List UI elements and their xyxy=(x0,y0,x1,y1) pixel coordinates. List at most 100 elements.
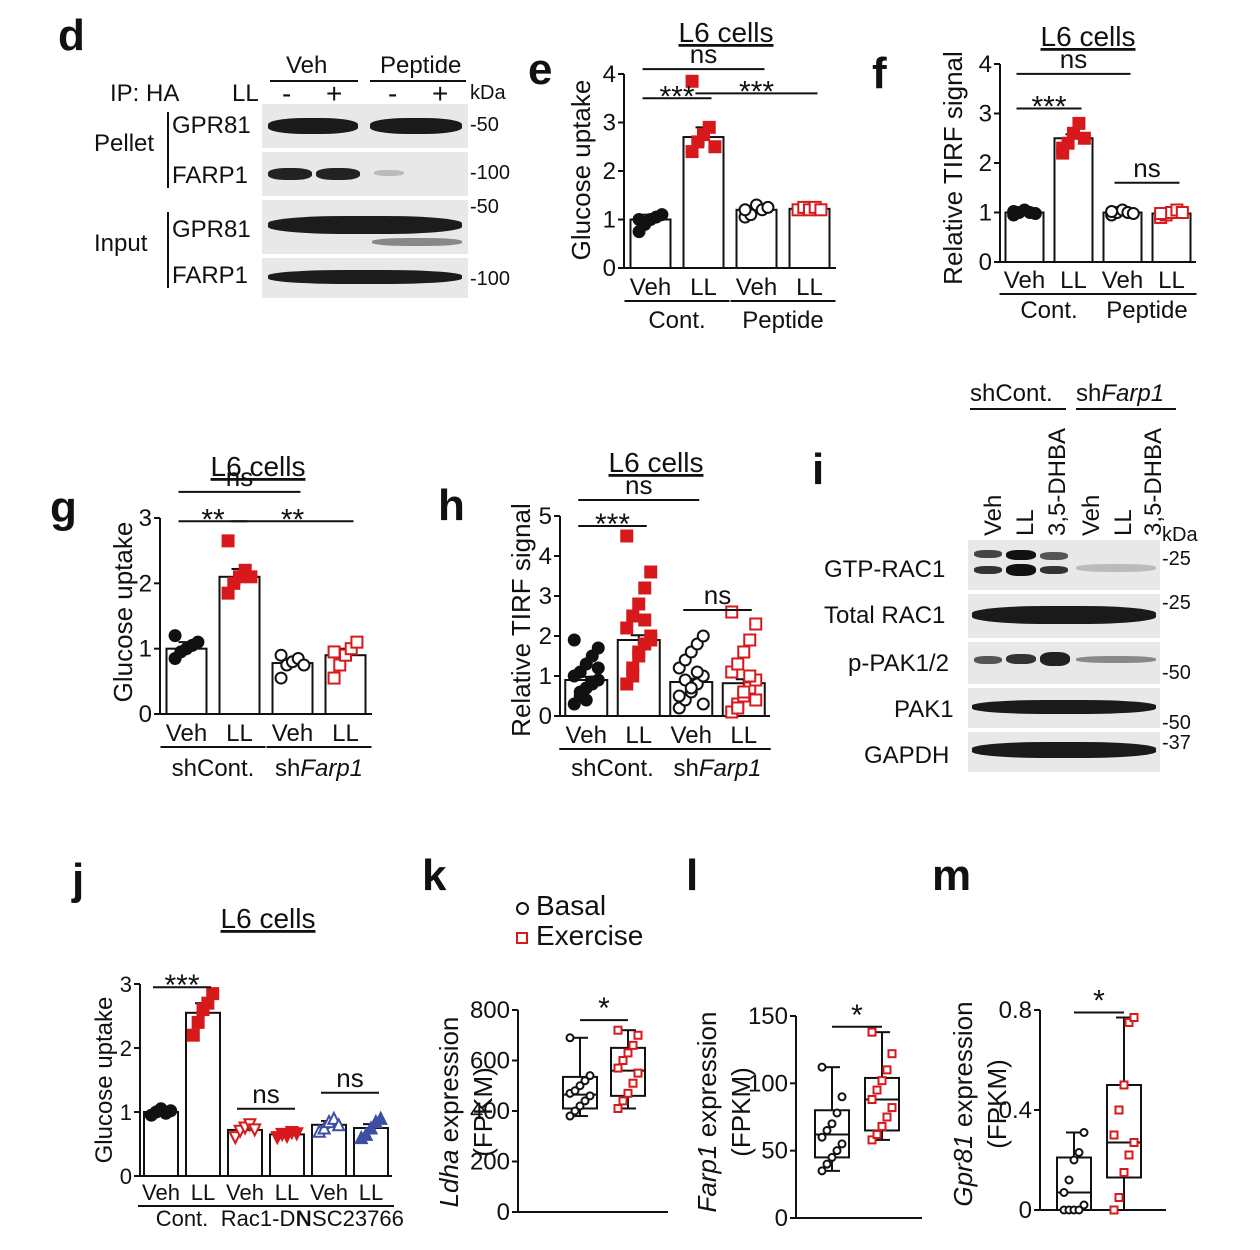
bar xyxy=(218,575,261,715)
blot-d-marker: -50 xyxy=(470,196,499,218)
blot-i-marker: -25 xyxy=(1162,548,1191,570)
y-tick-label: 4 xyxy=(603,61,616,88)
blot-d-protein: FARP1 xyxy=(172,162,249,189)
chart-title: L6 cells xyxy=(1041,21,1136,52)
data-point xyxy=(837,1092,847,1102)
y-tick-label: 400 xyxy=(470,1098,510,1125)
data-point xyxy=(618,1096,628,1106)
blot-d-protein: GPR81 xyxy=(172,216,251,243)
data-point xyxy=(1007,205,1021,219)
group-label: Cont. xyxy=(1020,297,1077,324)
blot-i-strip xyxy=(968,594,1160,638)
data-point xyxy=(164,1104,178,1118)
y-tick-label: 0 xyxy=(603,255,616,282)
y-tick-label: 0 xyxy=(1019,1197,1032,1224)
y-tick-label: 3 xyxy=(120,972,132,997)
data-point xyxy=(575,1081,585,1091)
significance-label: ns xyxy=(690,39,717,69)
y-axis-label: Glucose uptake xyxy=(566,80,596,261)
blot-i-strip xyxy=(968,732,1160,772)
y-tick-label: 600 xyxy=(470,1048,510,1075)
data-point xyxy=(832,1108,842,1118)
blot-i-group-shfarp1: shFarp1 xyxy=(1076,380,1165,407)
data-point xyxy=(575,1101,585,1111)
data-point xyxy=(1154,206,1168,220)
y-tick-label: 3 xyxy=(539,583,552,610)
data-point xyxy=(570,1106,580,1116)
data-point xyxy=(585,675,599,689)
y-tick-label: 1 xyxy=(603,207,616,234)
data-point xyxy=(168,629,182,643)
data-point xyxy=(373,1110,388,1125)
y-tick-label: 0 xyxy=(979,249,992,276)
y-tick-label: 1 xyxy=(120,1100,132,1125)
group-label: Cont. xyxy=(156,1206,209,1231)
x-tick-label: LL xyxy=(1158,267,1185,294)
data-point xyxy=(655,208,669,222)
y-tick-label: 50 xyxy=(761,1138,788,1165)
data-point xyxy=(632,645,646,659)
y-tick-label: 1 xyxy=(979,200,992,227)
data-point xyxy=(221,534,235,548)
blot-d-protein: FARP1 xyxy=(172,262,249,289)
significance-label: *** xyxy=(164,969,199,1002)
data-point xyxy=(633,1068,643,1078)
data-point xyxy=(613,1063,623,1073)
x-tick-label: LL xyxy=(332,720,359,747)
blot-band xyxy=(370,118,462,134)
data-point xyxy=(696,697,710,711)
data-point xyxy=(887,1103,897,1113)
blot-i-kda: kDa xyxy=(1162,524,1198,546)
y-tick-label: 0 xyxy=(120,1164,132,1189)
blot-i-strip xyxy=(968,540,1160,590)
data-point xyxy=(827,1152,837,1162)
blot-i-group-line xyxy=(1076,408,1176,410)
x-tick-label: LL xyxy=(796,274,823,301)
y-tick-label: 200 xyxy=(470,1149,510,1176)
significance-label: ** xyxy=(281,503,305,536)
data-point xyxy=(867,1027,877,1037)
x-tick-label: Veh xyxy=(1004,267,1045,294)
data-point xyxy=(731,701,745,715)
y-tick-label: 2 xyxy=(979,150,992,177)
significance-label: ns xyxy=(252,1079,279,1109)
data-point xyxy=(247,1123,262,1138)
data-point xyxy=(1072,116,1086,130)
group-label: Peptide xyxy=(742,307,823,334)
data-point xyxy=(749,617,763,631)
y-tick-label: 3 xyxy=(603,110,616,137)
data-point xyxy=(297,658,311,672)
x-tick-label: LL xyxy=(226,720,253,747)
data-point xyxy=(644,633,658,647)
blot-d-marker: -100 xyxy=(470,162,511,184)
x-tick-label: Veh xyxy=(166,720,207,747)
data-point xyxy=(872,1130,882,1140)
chart-title: L6 cells xyxy=(679,17,774,48)
group-label: shCont. xyxy=(571,755,654,782)
data-point xyxy=(191,635,205,649)
y-tick-label: 0 xyxy=(539,703,552,730)
data-point xyxy=(708,140,722,154)
y-tick-label: 0.4 xyxy=(999,1097,1032,1124)
data-point xyxy=(867,1135,877,1145)
data-point xyxy=(638,613,652,627)
blot-i-protein: Total RAC1 xyxy=(824,602,946,629)
blot-i-group-line xyxy=(970,408,1066,410)
data-point xyxy=(326,1110,341,1125)
x-tick-label: LL xyxy=(275,1180,299,1205)
blot-i-marker: -50 xyxy=(1162,662,1191,684)
y-axis-label: Relative TIRF signal xyxy=(938,51,968,285)
data-point xyxy=(737,645,751,659)
bar xyxy=(271,662,314,715)
significance-label: *** xyxy=(1031,91,1066,124)
data-point xyxy=(817,1166,827,1176)
data-point xyxy=(749,693,763,707)
data-point xyxy=(1109,1205,1119,1215)
group-label: shFarp1 xyxy=(673,755,761,782)
data-point xyxy=(591,661,605,675)
data-point xyxy=(623,1048,633,1058)
data-point xyxy=(1109,1130,1119,1140)
group-label: NSC23766 xyxy=(296,1206,404,1231)
data-point xyxy=(186,1028,200,1042)
